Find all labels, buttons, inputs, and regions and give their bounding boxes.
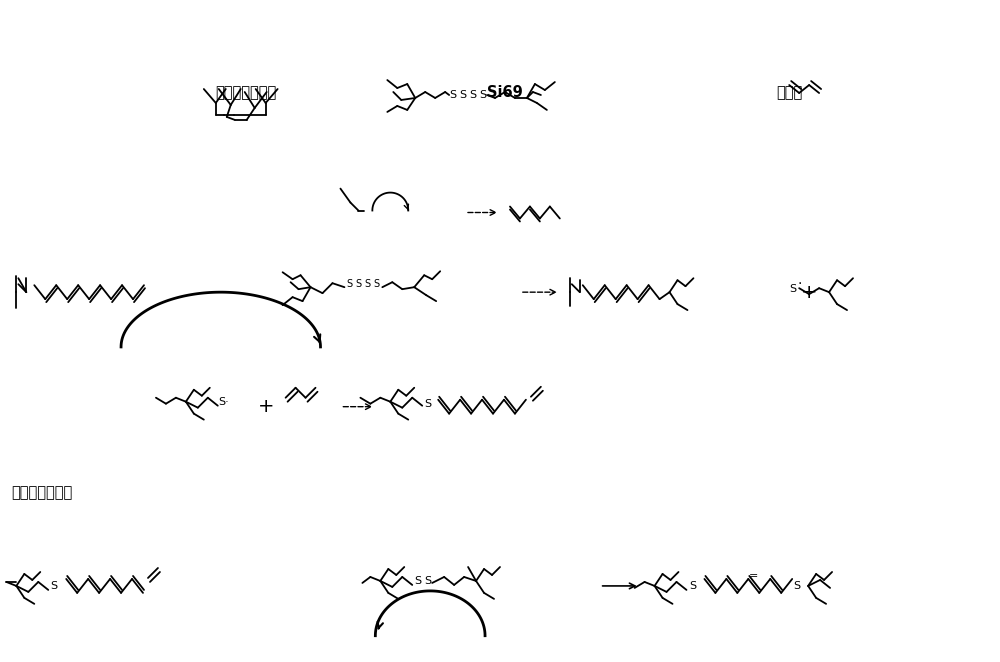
Text: S: S [355, 279, 361, 289]
Text: ·: · [798, 277, 802, 291]
Text: 过氧化二叔丁基: 过氧化二叔丁基 [215, 85, 276, 100]
Text: S: S [450, 90, 457, 100]
Text: =: = [749, 571, 758, 581]
Text: S: S [689, 581, 696, 591]
Text: S: S [790, 284, 797, 294]
Text: +: + [801, 283, 817, 302]
Text: ＊转移反应终止: ＊转移反应终止 [11, 485, 73, 500]
Text: S: S [460, 90, 467, 100]
Text: S: S [51, 581, 58, 591]
Text: S: S [470, 90, 477, 100]
Text: S: S [415, 576, 422, 586]
Text: Si69: Si69 [487, 85, 523, 100]
Text: S: S [425, 399, 432, 408]
Text: S: S [794, 581, 801, 591]
Text: +: + [257, 397, 274, 416]
Text: S: S [373, 279, 379, 289]
Text: S: S [346, 279, 352, 289]
Text: S·: S· [218, 397, 229, 406]
Text: S: S [364, 279, 370, 289]
Text: S: S [425, 576, 432, 586]
Text: S: S [479, 90, 487, 100]
Text: 丁二烯: 丁二烯 [776, 85, 802, 100]
